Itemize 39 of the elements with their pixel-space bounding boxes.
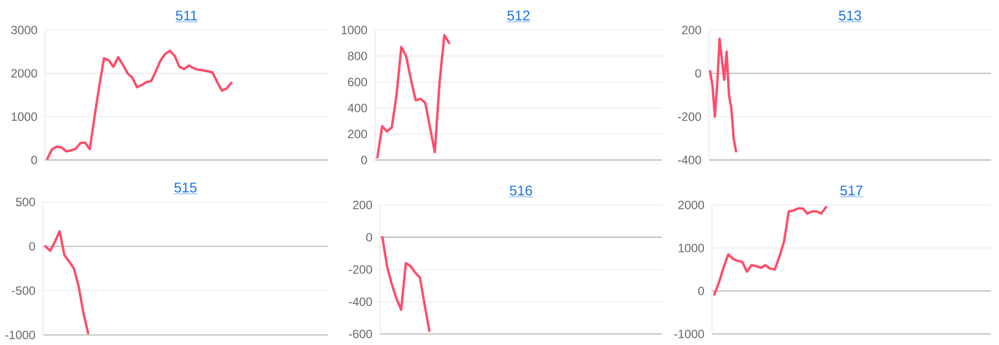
y-tick-label: -400 (678, 156, 701, 164)
y-tick-label: -200 (678, 112, 701, 121)
y-tick-label: 1000 (12, 112, 38, 121)
chart-title: 513 (838, 10, 862, 20)
chart-title: 517 (840, 186, 862, 196)
y-tick-label: 200 (353, 200, 372, 210)
line-series (44, 230, 90, 334)
y-tick-label: 0 (361, 156, 368, 164)
y-tick-label: -1000 (5, 330, 36, 340)
y-tick-label: 1000 (342, 26, 368, 34)
y-tick-label: 0 (366, 233, 372, 242)
chart-title: 511 (176, 10, 197, 20)
y-tick-label: 800 (348, 52, 368, 60)
y-tick-label: 2000 (11, 69, 38, 78)
y-tick-label: 0 (698, 286, 704, 296)
y-tick-label: -500 (12, 286, 36, 295)
y-tick-label: 500 (16, 198, 36, 206)
y-tick-label: -1000 (674, 330, 704, 338)
y-tick-label: 600 (348, 78, 368, 86)
y-tick-label: 0 (31, 156, 38, 164)
line-series (708, 37, 738, 153)
chart-title: 515 (174, 182, 197, 192)
chart-title: 512 (507, 10, 530, 20)
line-series (376, 34, 450, 159)
line-series (713, 206, 828, 296)
y-tick-label: 0 (29, 242, 36, 251)
y-tick-label: 3000 (11, 26, 38, 34)
y-tick-label: 1000 (678, 244, 704, 252)
y-tick-label: -400 (348, 297, 372, 306)
y-tick-label: 200 (682, 26, 701, 34)
y-tick-label: 0 (695, 69, 701, 78)
chart-title: 516 (510, 186, 532, 196)
y-tick-label: 200 (348, 130, 368, 138)
y-tick-label: 400 (348, 104, 368, 112)
y-tick-label: -600 (348, 330, 372, 338)
y-tick-label: 2000 (678, 200, 704, 210)
line-series (381, 236, 431, 332)
line-series (46, 50, 233, 160)
y-tick-label: -200 (348, 265, 372, 274)
